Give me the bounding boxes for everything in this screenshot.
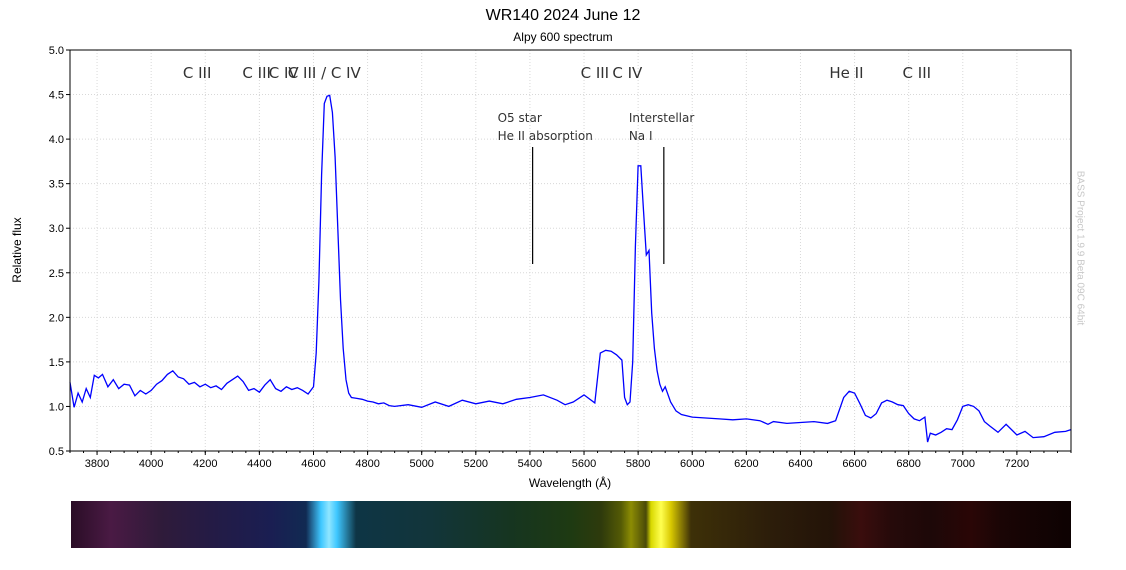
y-tick-label: 2.0 bbox=[49, 312, 64, 324]
x-tick-label: 6600 bbox=[842, 458, 866, 470]
x-tick-label: 5400 bbox=[518, 458, 542, 470]
x-tick-label: 7200 bbox=[1005, 458, 1029, 470]
software-watermark: BASS Project 1.9.9 Beta 09C 64bit bbox=[1074, 170, 1086, 326]
callout-label: Na I bbox=[629, 129, 653, 143]
callout-label: O5 star bbox=[498, 111, 542, 125]
line-id-label: C III bbox=[903, 64, 932, 82]
y-tick-label: 5.0 bbox=[49, 45, 64, 57]
line-id-label: C III bbox=[183, 64, 212, 82]
spectrum-line bbox=[69, 94, 1072, 443]
y-axis-label: Relative flux bbox=[10, 217, 24, 282]
line-id-label: C IV bbox=[269, 64, 300, 82]
x-tick-label: 6800 bbox=[896, 458, 920, 470]
x-tick-label: 3800 bbox=[85, 458, 109, 470]
line-id-label: C IV bbox=[612, 64, 643, 82]
x-tick-label: 4400 bbox=[247, 458, 271, 470]
line-id-label: He II bbox=[829, 64, 863, 82]
y-tick-label: 4.5 bbox=[49, 90, 64, 102]
chart-title: WR140 2024 June 12 bbox=[485, 7, 641, 24]
y-tick-label: 2.5 bbox=[49, 268, 64, 280]
grid bbox=[70, 50, 1071, 451]
synthetic-spectrum-strip bbox=[71, 501, 1071, 548]
x-tick-label: 4600 bbox=[301, 458, 325, 470]
x-tick-label: 5000 bbox=[409, 458, 433, 470]
callout-label: He II absorption bbox=[498, 129, 593, 143]
x-tick-label: 4200 bbox=[193, 458, 217, 470]
y-axis-ticks: 0.5 1.0 1.5 2.0 2.5 3.0 3.5 4.0 4.5 5.0 bbox=[49, 45, 70, 458]
callout-annotations: O5 star He II absorption Interstellar Na I bbox=[498, 111, 695, 264]
y-tick-label: 3.5 bbox=[49, 179, 64, 191]
y-tick-label: 0.5 bbox=[49, 446, 64, 458]
x-tick-label: 6000 bbox=[680, 458, 704, 470]
plot-area bbox=[70, 50, 1071, 451]
line-id-label: C III / C IV bbox=[288, 64, 362, 82]
callout-label: Interstellar bbox=[629, 111, 695, 125]
x-tick-label: 6200 bbox=[734, 458, 758, 470]
chart-subtitle: Alpy 600 spectrum bbox=[513, 30, 613, 44]
x-tick-label: 5600 bbox=[572, 458, 596, 470]
x-tick-label: 4800 bbox=[355, 458, 379, 470]
x-tick-label: 7000 bbox=[951, 458, 975, 470]
x-axis-label: Wavelength (Å) bbox=[529, 475, 611, 490]
x-tick-label: 6400 bbox=[788, 458, 812, 470]
x-tick-label: 5200 bbox=[464, 458, 488, 470]
y-tick-label: 1.0 bbox=[49, 401, 64, 413]
line-id-label: C III bbox=[242, 64, 271, 82]
x-tick-label: 5800 bbox=[626, 458, 650, 470]
y-tick-label: 3.0 bbox=[49, 223, 64, 235]
plot-frame bbox=[69, 49, 1072, 452]
y-tick-label: 4.0 bbox=[49, 134, 64, 146]
y-tick-label: 1.5 bbox=[49, 357, 64, 369]
x-axis-ticks: 3800 4000 4200 4400 4600 4800 5000 5200 5400 5600… bbox=[69, 451, 1072, 470]
line-id-label: C III bbox=[581, 64, 610, 82]
x-tick-label: 4000 bbox=[139, 458, 163, 470]
